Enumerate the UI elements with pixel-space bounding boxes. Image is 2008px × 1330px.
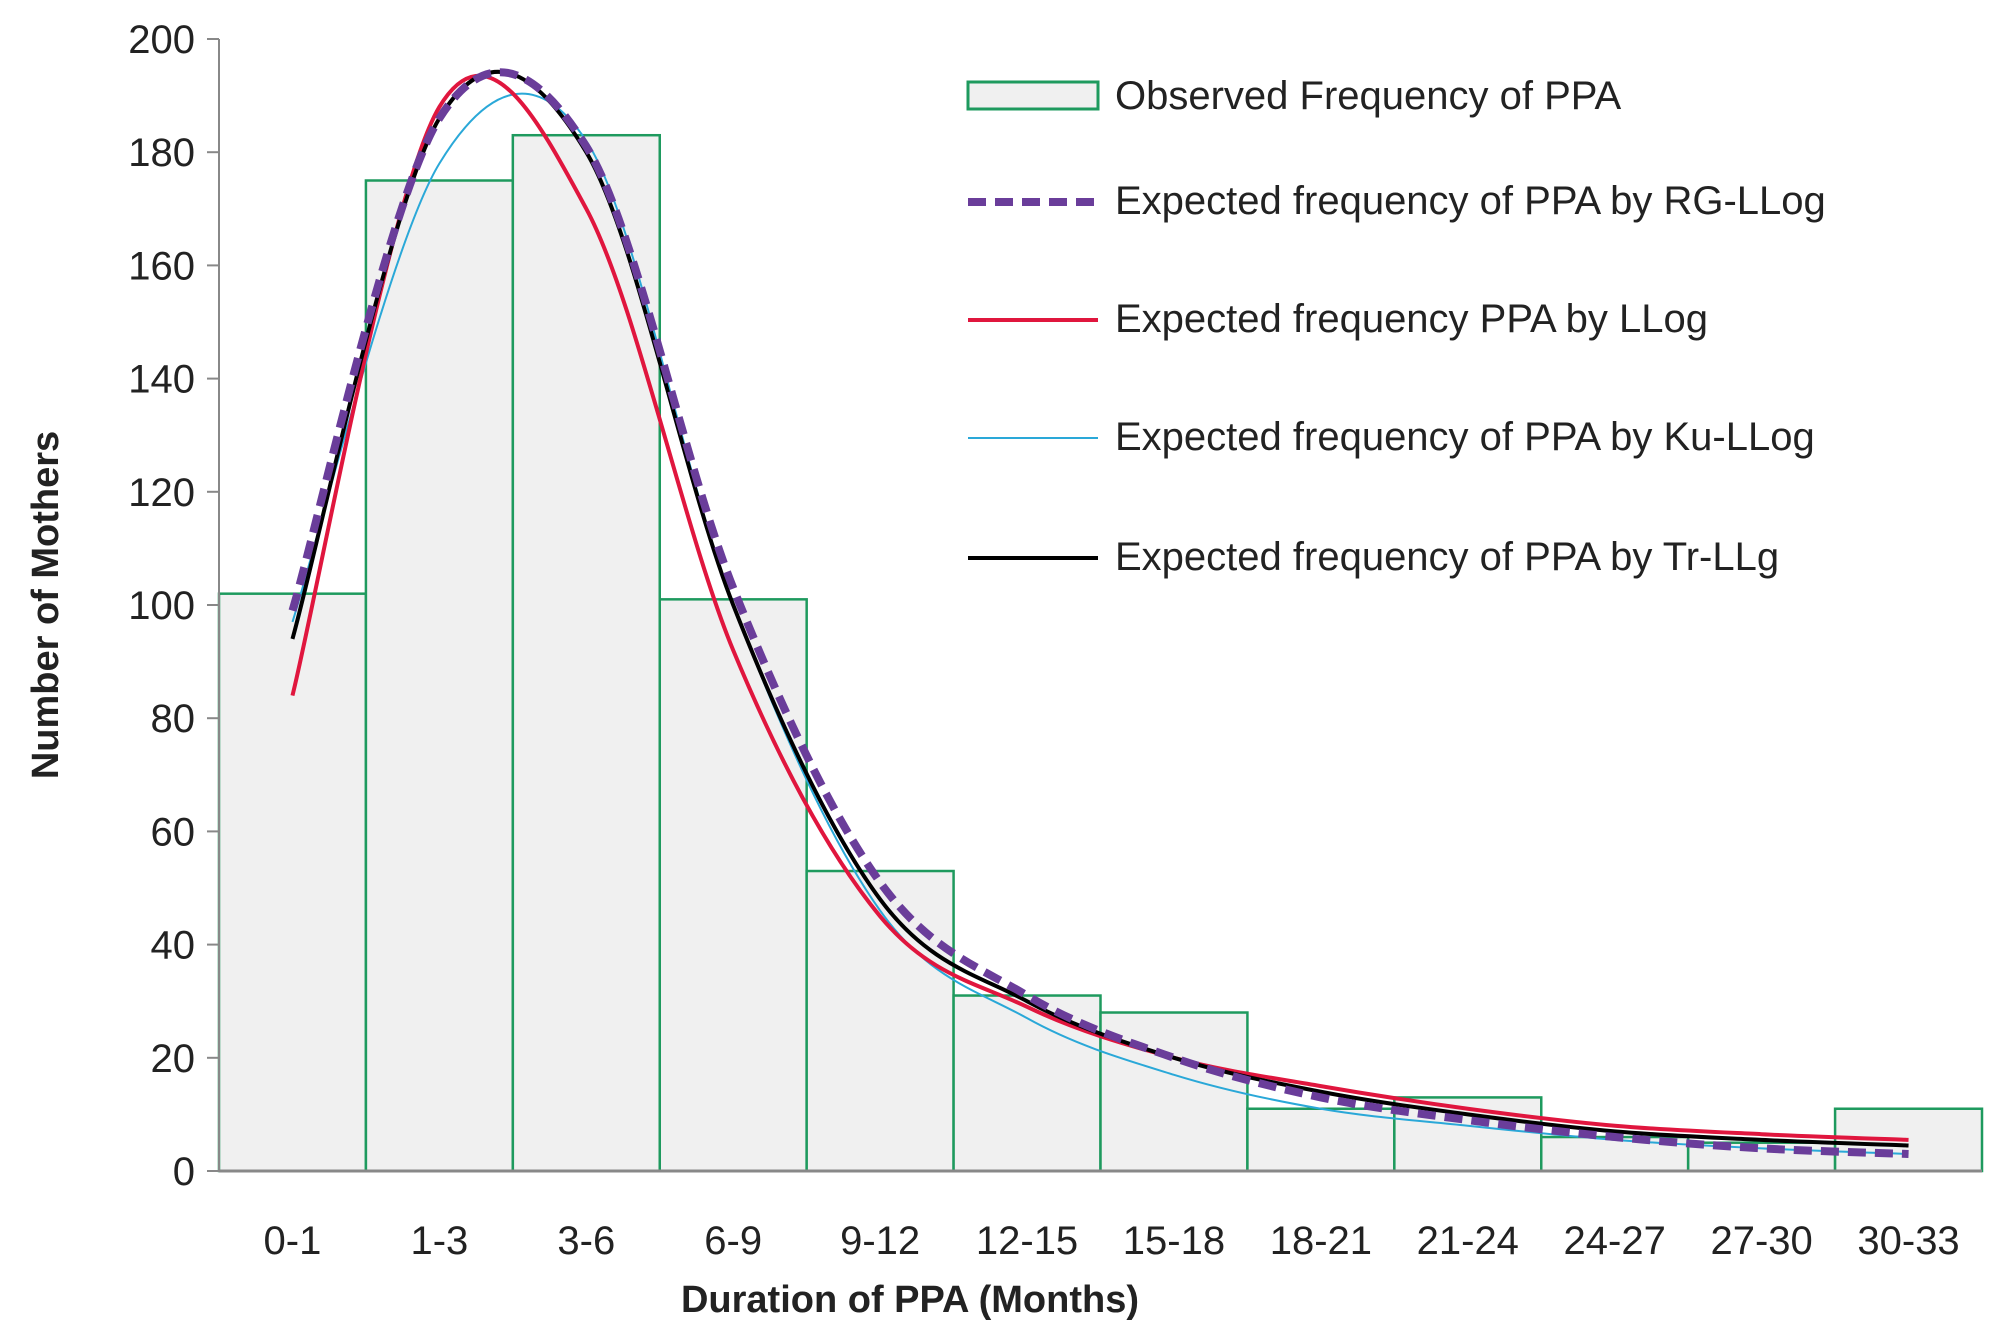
legend-label-series-1: Expected frequency PPA by LLog — [1115, 297, 1708, 341]
bar-3-6 — [511, 133, 661, 1173]
x-axis-title: Duration of PPA (Months) — [681, 1279, 1139, 1321]
y-ticks: 0 20 40 60 80 100 120 140 160 180 200 — [128, 18, 219, 1194]
legend: Observed Frequency of PPA Expected frequ… — [966, 74, 1826, 579]
y-tick-label: 120 — [128, 471, 195, 515]
series-line-0 — [288, 68, 1909, 1159]
lines-group — [288, 68, 1909, 1159]
x-ticks: 0-1 1-3 3-6 6-9 9-12 12-15 15-18 18-21 21-24 24-2… — [264, 1219, 1960, 1263]
bar-15-18 — [1099, 1011, 1249, 1173]
x-tick-label: 6-9 — [704, 1219, 762, 1263]
bar-27-30 — [1686, 1141, 1837, 1173]
y-tick-label: 80 — [151, 697, 196, 741]
x-tick-label: 24-27 — [1564, 1219, 1666, 1263]
x-tick-label: 15-18 — [1123, 1219, 1225, 1263]
y-tick-label: 160 — [128, 244, 195, 288]
y-axis-title: Number of Mothers — [25, 431, 67, 779]
x-tick-label: 3-6 — [557, 1219, 615, 1263]
y-tick-label: 0 — [173, 1150, 195, 1194]
y-tick-label: 40 — [151, 924, 196, 968]
bars-group — [217, 133, 1984, 1173]
x-tick-label: 12-15 — [976, 1219, 1078, 1263]
x-tick-label: 1-3 — [410, 1219, 468, 1263]
y-tick-label: 200 — [128, 18, 195, 62]
x-tick-label: 0-1 — [264, 1219, 322, 1263]
bar-18-21 — [1246, 1107, 1396, 1173]
x-tick-label: 9-12 — [840, 1219, 920, 1263]
y-tick-label: 180 — [128, 131, 195, 175]
bar-0-1 — [217, 592, 368, 1173]
x-tick-label: 21-24 — [1417, 1219, 1519, 1263]
legend-label-series-3: Expected frequency of PPA by Tr-LLg — [1115, 535, 1779, 579]
bar-12-15 — [952, 994, 1102, 1173]
bar-1-3 — [364, 179, 515, 1173]
legend-label-series-0: Expected frequency of PPA by RG-LLog — [1115, 179, 1826, 223]
x-tick-label: 27-30 — [1710, 1219, 1812, 1263]
legend-label-observed: Observed Frequency of PPA — [1115, 74, 1621, 118]
series-line-2 — [291, 92, 1909, 1156]
bar-30-33 — [1833, 1107, 1984, 1173]
y-tick-label: 20 — [151, 1037, 196, 1081]
bar-6-9 — [658, 598, 808, 1173]
legend-label-series-2: Expected frequency of PPA by Ku-LLog — [1115, 415, 1815, 459]
x-tick-label: 18-21 — [1270, 1219, 1372, 1263]
bar-9-12 — [805, 869, 955, 1173]
legend-swatch-observed — [966, 80, 1100, 111]
y-tick-label: 100 — [128, 584, 195, 628]
y-tick-label: 140 — [128, 358, 195, 402]
y-tick-label: 60 — [151, 810, 196, 854]
x-tick-label: 30-33 — [1857, 1219, 1959, 1263]
